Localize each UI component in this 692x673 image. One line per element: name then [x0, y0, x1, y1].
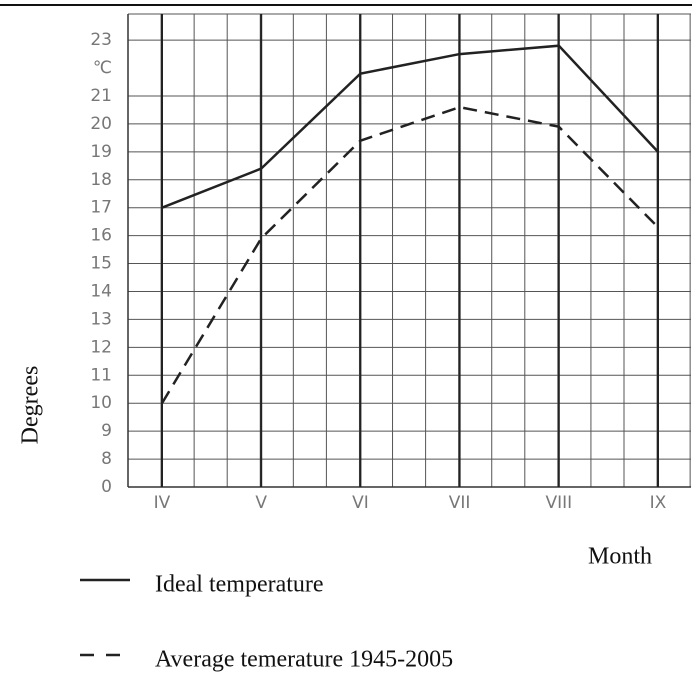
x-tick-label: V: [255, 493, 267, 513]
y-tick-label: 19: [90, 142, 112, 162]
y-tick-label: 11: [90, 365, 112, 385]
y-tick-label: 8: [101, 449, 112, 469]
y-tick-label: 20: [90, 114, 112, 134]
y-tick-label: 16: [90, 226, 112, 246]
y-tick-label: 17: [90, 198, 112, 218]
y-tick-label: 10: [90, 393, 112, 413]
y-axis-label: Degrees: [18, 366, 44, 445]
x-axis-label: Month: [588, 544, 652, 570]
x-tick-label: VII: [449, 493, 471, 513]
x-tick-label: VIII: [545, 493, 572, 513]
x-tick-label: IX: [650, 493, 667, 513]
legend-label: Average temerature 1945-2005: [155, 647, 453, 673]
y-tick-label: 21: [90, 86, 112, 106]
y-unit: ℃: [93, 58, 112, 78]
x-tick-label: IV: [154, 493, 171, 513]
y-tick-label: 9: [101, 421, 112, 441]
y-tick-label: 18: [90, 170, 112, 190]
series-line: [161, 44, 659, 209]
y-tick-label: 14: [90, 281, 112, 301]
y-tick-label: 15: [90, 254, 112, 274]
legend-label: Ideal temperature: [155, 572, 324, 598]
y-tick-label: 12: [90, 337, 112, 357]
x-tick-label: VI: [352, 493, 369, 513]
y-tick-label: 0: [101, 477, 112, 497]
y-tick-label: 13: [90, 309, 112, 329]
y-tick-label: 23: [90, 30, 112, 50]
series-line: [160, 105, 659, 404]
